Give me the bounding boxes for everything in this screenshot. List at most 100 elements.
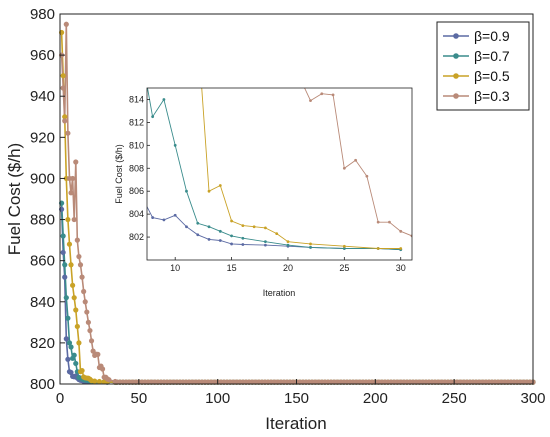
series-point xyxy=(73,159,79,165)
series-point xyxy=(60,233,66,239)
inset-series-point xyxy=(151,216,155,219)
series-point xyxy=(79,368,85,374)
inset-series-point xyxy=(151,115,155,119)
legend-entry: β=0.7 xyxy=(474,48,510,64)
y-tick-label: 840 xyxy=(30,294,55,311)
y-tick-label: 940 xyxy=(30,88,55,105)
series-point xyxy=(85,319,91,325)
inset-series-point xyxy=(399,229,403,233)
inset-series-point xyxy=(241,236,245,240)
inset-x-axis-label: Iteration xyxy=(263,288,296,298)
series-point xyxy=(63,336,69,342)
series-point xyxy=(62,114,68,120)
series-point xyxy=(68,190,74,196)
series-point xyxy=(70,175,76,182)
inset-tick-group: 10 15 20 25 30 802 804 806 808 810 812 814 xyxy=(129,94,406,273)
inset-series-point xyxy=(207,237,211,241)
inset-x-tick-label: 15 xyxy=(227,263,237,273)
inset-series-point xyxy=(196,221,200,225)
series-point xyxy=(106,377,112,383)
main-tick-group: 0 50 100 150 200 250 300 800 820 840 860 880 900 920 9… xyxy=(30,6,546,407)
series-point xyxy=(82,299,88,305)
series-point xyxy=(88,338,95,344)
legend-entry: β=0.5 xyxy=(474,68,510,84)
inset-series-point xyxy=(388,220,391,224)
inset-series-point xyxy=(287,18,290,21)
y-tick-label: 920 xyxy=(30,129,55,146)
series-point xyxy=(70,282,76,288)
series-point xyxy=(63,21,69,27)
inset-series-point xyxy=(342,247,346,250)
inset-series-point xyxy=(230,242,233,246)
inset-series-point xyxy=(275,232,279,236)
inset-series-point xyxy=(342,244,346,248)
inset-x-tick-label: 20 xyxy=(283,263,293,273)
inset-y-tick-label: 804 xyxy=(129,209,144,219)
x-tick-label: 200 xyxy=(363,390,388,407)
inset-series-point xyxy=(196,29,199,32)
legend-swatch-marker xyxy=(453,33,459,39)
y-tick-label: 880 xyxy=(30,212,55,229)
inset-series-point xyxy=(162,218,166,222)
x-tick-label: 250 xyxy=(442,390,467,407)
y-axis-label: Fuel Cost ($/h) xyxy=(5,143,24,255)
series-point xyxy=(92,378,98,384)
x-tick-label: 50 xyxy=(130,390,147,407)
series-point xyxy=(62,118,68,124)
inset-series-point xyxy=(173,143,177,147)
x-tick-label: 150 xyxy=(284,390,309,407)
series-point xyxy=(65,315,71,321)
inset-series-point xyxy=(376,247,380,250)
inset-y-tick-label: 806 xyxy=(129,186,144,196)
series-point xyxy=(73,360,79,367)
x-tick-label: 300 xyxy=(520,390,545,407)
series-point xyxy=(62,262,68,268)
inset-series-point xyxy=(218,229,222,233)
inset-background xyxy=(147,88,412,260)
inset-x-tick-label: 10 xyxy=(170,263,180,273)
series-point xyxy=(76,340,82,346)
series-point xyxy=(65,356,71,362)
inset-series-point xyxy=(320,92,324,96)
inset-series-point xyxy=(173,213,177,217)
x-axis-label: Iteration xyxy=(265,414,326,433)
series-point xyxy=(77,262,84,268)
series-point xyxy=(87,327,93,334)
inset-series-point xyxy=(309,242,312,246)
legend-swatch-marker xyxy=(453,53,459,59)
inset-y-tick-label: 808 xyxy=(129,163,144,173)
inset-series-point xyxy=(196,233,200,237)
inset-series-point xyxy=(286,240,290,244)
inset-series-line xyxy=(304,88,412,237)
inset-y-axis-label: Fuel Cost ($/h) xyxy=(114,144,124,204)
inset-series-point xyxy=(185,225,188,229)
inset-series-point xyxy=(286,243,290,247)
inset-series-point xyxy=(365,174,369,178)
inset-series-point xyxy=(230,219,233,223)
inset-series-point xyxy=(376,220,380,224)
x-tick-label: 0 xyxy=(56,390,64,407)
inset-y-tick-label: 802 xyxy=(129,232,144,242)
main-series-group xyxy=(58,21,536,385)
inset-series-point xyxy=(185,189,188,193)
inset-y-tick-label: 814 xyxy=(129,94,144,104)
inset-y-tick-label: 812 xyxy=(129,117,144,127)
inset-series-point xyxy=(399,247,403,250)
legend-swatch-marker xyxy=(453,73,459,79)
inset-series-point xyxy=(354,158,358,162)
series-point xyxy=(84,309,90,315)
series-point xyxy=(76,253,82,260)
series-point xyxy=(71,216,77,223)
inset-x-tick-label: 25 xyxy=(339,263,349,273)
inset-y-tick-label: 810 xyxy=(129,140,144,150)
series-point xyxy=(81,288,87,295)
series-point xyxy=(68,369,74,376)
series-point xyxy=(79,274,85,280)
legend: β=0.9 β=0.7 β=0.5 β=0.3 xyxy=(436,21,530,111)
series-point xyxy=(99,366,106,372)
inset-series-point xyxy=(230,234,233,238)
y-tick-label: 860 xyxy=(30,253,55,270)
inset-series-point xyxy=(241,243,245,246)
inset-series-point xyxy=(207,189,211,193)
